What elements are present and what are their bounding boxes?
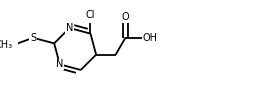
Text: N: N <box>66 23 73 33</box>
Text: S: S <box>30 33 36 43</box>
Text: Cl: Cl <box>86 10 95 20</box>
Text: CH₃: CH₃ <box>0 40 13 50</box>
Text: N: N <box>56 59 63 69</box>
Text: O: O <box>122 12 129 22</box>
Text: OH: OH <box>143 33 158 43</box>
